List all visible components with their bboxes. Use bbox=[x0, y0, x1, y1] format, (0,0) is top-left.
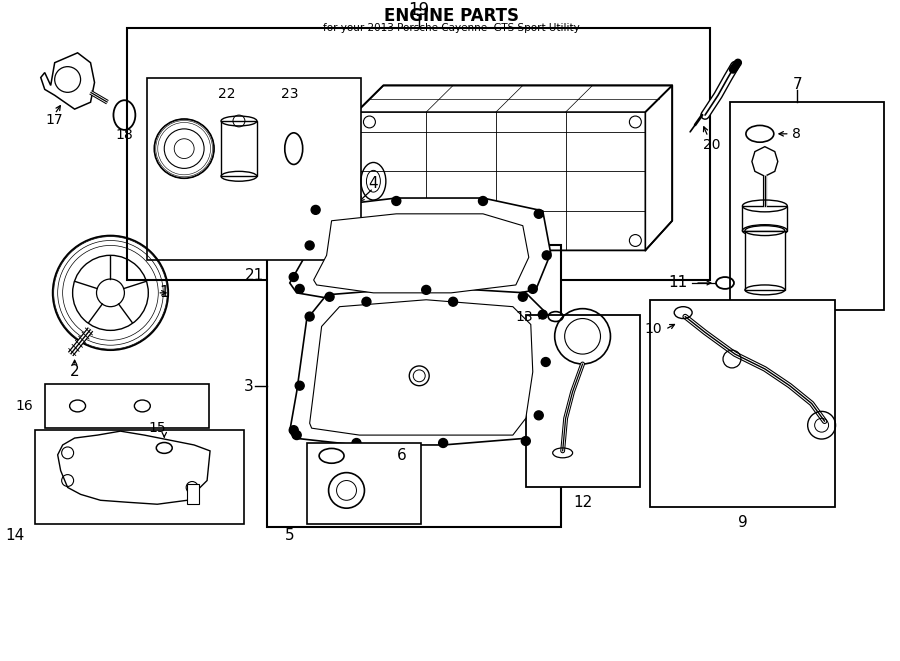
Text: 6: 6 bbox=[396, 448, 406, 463]
Circle shape bbox=[295, 381, 304, 390]
Bar bbox=[742, 206, 788, 231]
Text: 4: 4 bbox=[369, 176, 378, 191]
Circle shape bbox=[535, 411, 544, 420]
Circle shape bbox=[538, 310, 547, 319]
Text: ENGINE PARTS: ENGINE PARTS bbox=[383, 7, 518, 25]
Bar bbox=[526, 315, 640, 487]
Text: 17: 17 bbox=[46, 113, 64, 127]
Polygon shape bbox=[290, 287, 549, 445]
Text: 22: 22 bbox=[218, 87, 236, 101]
Polygon shape bbox=[290, 198, 551, 305]
Text: 16: 16 bbox=[15, 399, 32, 413]
Text: 23: 23 bbox=[281, 87, 299, 101]
Text: 21: 21 bbox=[245, 268, 264, 282]
Text: 14: 14 bbox=[5, 528, 25, 543]
Text: 2: 2 bbox=[70, 364, 79, 379]
Circle shape bbox=[521, 436, 530, 446]
Bar bbox=[35, 430, 244, 524]
Text: 10: 10 bbox=[644, 323, 662, 336]
Text: 9: 9 bbox=[738, 514, 747, 529]
Text: 5: 5 bbox=[285, 528, 294, 543]
Polygon shape bbox=[40, 53, 94, 109]
Text: 15: 15 bbox=[148, 421, 166, 435]
Bar bbox=[148, 77, 362, 260]
Polygon shape bbox=[752, 147, 778, 176]
Circle shape bbox=[362, 297, 371, 306]
Circle shape bbox=[542, 251, 551, 260]
Text: 12: 12 bbox=[573, 495, 593, 510]
Bar bbox=[745, 231, 785, 290]
Circle shape bbox=[422, 286, 431, 294]
Circle shape bbox=[311, 206, 320, 214]
Circle shape bbox=[448, 297, 457, 306]
Text: 20: 20 bbox=[703, 137, 721, 151]
Bar bbox=[651, 300, 834, 507]
Bar bbox=[128, 28, 710, 280]
Circle shape bbox=[305, 241, 314, 250]
Circle shape bbox=[295, 284, 304, 293]
Circle shape bbox=[289, 272, 298, 282]
Circle shape bbox=[535, 210, 544, 218]
Circle shape bbox=[305, 312, 314, 321]
Text: 11: 11 bbox=[669, 276, 688, 290]
Bar bbox=[307, 443, 421, 524]
Bar bbox=[221, 121, 256, 176]
Text: 8: 8 bbox=[792, 127, 801, 141]
Bar bbox=[187, 485, 199, 504]
Circle shape bbox=[352, 438, 361, 447]
Polygon shape bbox=[310, 300, 533, 435]
Text: 13: 13 bbox=[515, 309, 533, 323]
Circle shape bbox=[518, 292, 527, 301]
Circle shape bbox=[541, 358, 550, 366]
Bar bbox=[730, 102, 885, 309]
Circle shape bbox=[289, 426, 298, 434]
Circle shape bbox=[438, 438, 447, 447]
Polygon shape bbox=[58, 431, 210, 504]
Circle shape bbox=[392, 196, 400, 206]
Circle shape bbox=[528, 284, 537, 293]
Text: 18: 18 bbox=[115, 128, 133, 142]
Text: 1: 1 bbox=[159, 286, 169, 300]
Circle shape bbox=[325, 292, 334, 301]
Text: 7: 7 bbox=[792, 77, 802, 92]
Text: 3: 3 bbox=[244, 379, 254, 394]
Polygon shape bbox=[314, 214, 529, 293]
Text: for your 2013 Porsche Cayenne  GTS Sport Utility: for your 2013 Porsche Cayenne GTS Sport … bbox=[323, 23, 580, 33]
Text: 19: 19 bbox=[409, 1, 429, 19]
Circle shape bbox=[292, 431, 302, 440]
Circle shape bbox=[479, 196, 488, 206]
Bar bbox=[45, 384, 209, 428]
Bar bbox=[266, 245, 561, 527]
